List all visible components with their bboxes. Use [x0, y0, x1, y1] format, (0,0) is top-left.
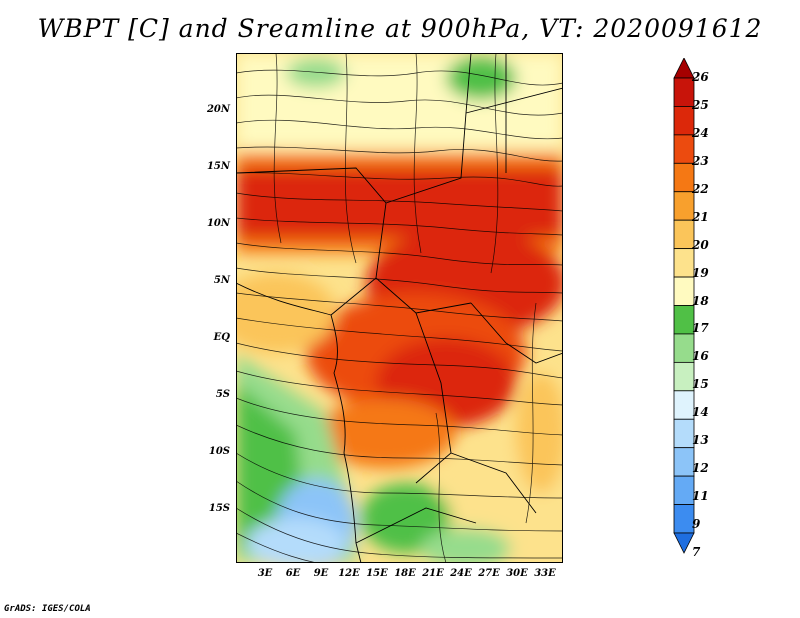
- colorbar-box: [673, 447, 695, 477]
- colorbar-box: [673, 106, 695, 136]
- colorbar-box: [673, 191, 695, 221]
- colorbar-label: 22: [692, 181, 709, 196]
- colorbar-box: [673, 390, 695, 420]
- lon-label: 18E: [394, 568, 416, 579]
- lat-label: 10N: [206, 218, 230, 229]
- lon-label: 3E: [257, 568, 273, 579]
- lat-label: EQ: [213, 332, 230, 343]
- lon-label: 24E: [450, 568, 472, 579]
- grads-credit: GrADS: IGES/COLA: [4, 604, 91, 614]
- colorbar-box: [673, 504, 695, 534]
- colorbar-label: 24: [692, 125, 709, 140]
- colorbar-bottom-triangle: [673, 532, 695, 554]
- colorbar-box: [673, 162, 695, 193]
- map-canvas: [236, 53, 563, 563]
- colorbar-box: [673, 361, 695, 392]
- colorbar-box: [673, 276, 695, 306]
- colorbar-box: [673, 333, 695, 363]
- colorbar-label: 11: [692, 489, 709, 504]
- colorbar-label: 20: [692, 237, 709, 252]
- lon-label: 6E: [285, 568, 301, 579]
- colorbar-label: 14: [692, 405, 709, 420]
- colorbar-label: 21: [692, 209, 709, 224]
- lat-label: 20N: [206, 104, 230, 115]
- lat-label: 5S: [215, 389, 230, 400]
- lat-label: 15S: [208, 503, 230, 514]
- colorbar-box: [673, 219, 695, 250]
- lon-label: 21E: [422, 568, 444, 579]
- colorbar: [673, 58, 695, 554]
- lat-label: 15N: [206, 161, 230, 172]
- colorbar-box: [673, 305, 695, 335]
- lon-label: 27E: [478, 568, 500, 579]
- lon-label: 30E: [506, 568, 528, 579]
- colorbar-box: [673, 475, 695, 505]
- colorbar-label: 7: [692, 545, 701, 559]
- chart-title: WBPT [C] and Sreamline at 900hPa, VT: 20…: [37, 14, 763, 43]
- coastlines-borders: [236, 53, 563, 563]
- colorbar-label: 26: [692, 70, 709, 84]
- colorbar-label: 13: [692, 433, 709, 448]
- colorbar-label: 9: [692, 517, 701, 532]
- colorbar-label: 15: [692, 377, 709, 392]
- colorbar-box: [673, 134, 695, 164]
- colorbar-label: 25: [692, 97, 709, 112]
- colorbar-label: 18: [692, 293, 709, 308]
- lat-label: 5N: [213, 275, 230, 286]
- colorbar-label: 12: [692, 461, 709, 476]
- lon-label: 15E: [366, 568, 388, 579]
- colorbar-label: 19: [692, 265, 709, 280]
- map-panel: [236, 53, 563, 563]
- lon-label: 12E: [338, 568, 360, 579]
- lat-label: 10S: [208, 446, 230, 457]
- colorbar-top-triangle: [673, 58, 695, 79]
- streamlines: [236, 53, 563, 563]
- colorbar-label: 16: [692, 349, 709, 364]
- map-frame: [236, 53, 563, 563]
- colorbar-box: [673, 77, 695, 107]
- lon-label: 33E: [534, 568, 556, 579]
- lon-label: 9E: [313, 568, 329, 579]
- colorbar-box: [673, 248, 695, 278]
- wbpt-field: [236, 53, 563, 563]
- colorbar-box: [673, 418, 695, 449]
- colorbar-label: 17: [692, 321, 709, 336]
- colorbar-label: 23: [692, 153, 709, 168]
